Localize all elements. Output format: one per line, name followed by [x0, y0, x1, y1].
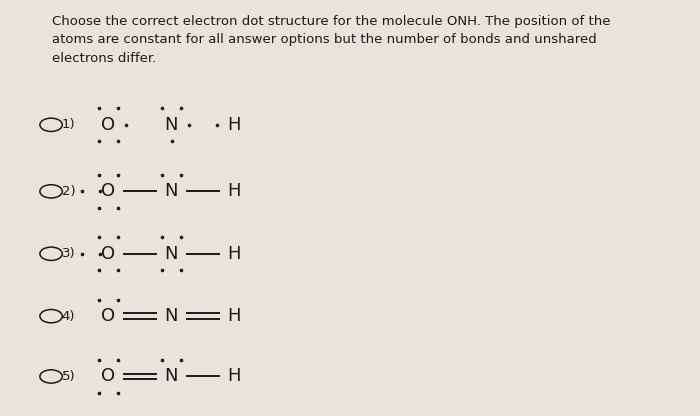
Text: 3): 3): [62, 247, 75, 260]
Text: O: O: [102, 367, 116, 386]
Text: Choose the correct electron dot structure for the molecule ONH. The position of : Choose the correct electron dot structur…: [52, 15, 611, 64]
Text: N: N: [164, 182, 178, 201]
Text: O: O: [102, 116, 116, 134]
Text: 2): 2): [62, 185, 75, 198]
Text: 1): 1): [62, 118, 75, 131]
Text: N: N: [164, 245, 178, 263]
Text: 5): 5): [62, 370, 75, 383]
Text: H: H: [228, 367, 241, 386]
Text: 4): 4): [62, 310, 75, 323]
Text: N: N: [164, 116, 178, 134]
Text: O: O: [102, 307, 116, 325]
Text: H: H: [228, 307, 241, 325]
Text: N: N: [164, 367, 178, 386]
Text: H: H: [228, 116, 241, 134]
Text: O: O: [102, 182, 116, 201]
Text: H: H: [228, 245, 241, 263]
Text: O: O: [102, 245, 116, 263]
Text: H: H: [228, 182, 241, 201]
Text: N: N: [164, 307, 178, 325]
